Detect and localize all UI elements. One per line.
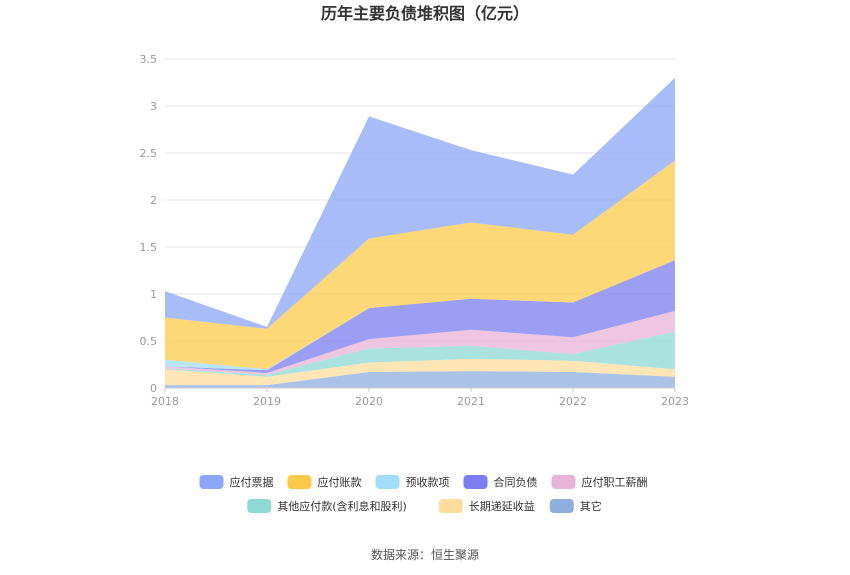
legend-item[interactable]: 应付票据 xyxy=(199,475,274,489)
legend-label: 应付职工薪酬 xyxy=(582,475,648,489)
legend-label: 应付票据 xyxy=(230,475,274,489)
legend-label: 其他应付款(含利息和股利) xyxy=(277,499,407,513)
x-tick-label: 2020 xyxy=(355,395,383,408)
legend-swatch xyxy=(199,475,224,489)
area-series-6 xyxy=(165,160,675,370)
y-tick-label: 1.5 xyxy=(140,241,158,254)
x-tick-label: 2023 xyxy=(661,395,689,408)
legend-item[interactable]: 长期递延收益 xyxy=(438,499,535,513)
legend-label: 合同负债 xyxy=(494,475,538,489)
y-tick-label: 0.5 xyxy=(140,335,158,348)
x-tick-label: 2021 xyxy=(457,395,485,408)
legend-swatch xyxy=(463,475,488,489)
legend-swatch xyxy=(375,475,400,489)
area-series-0 xyxy=(165,371,675,388)
legend-label: 预收款项 xyxy=(406,475,450,489)
area-series-1 xyxy=(165,358,675,386)
legend-item[interactable]: 应付职工薪酬 xyxy=(551,475,648,489)
legend-label: 应付账款 xyxy=(318,475,362,489)
area-series-7 xyxy=(165,77,675,329)
y-tick-label: 3 xyxy=(150,100,157,113)
y-tick-label: 0 xyxy=(150,382,157,395)
legend-item[interactable]: 应付账款 xyxy=(287,475,362,489)
y-tick-label: 2 xyxy=(150,194,157,207)
legend-swatch xyxy=(549,499,574,513)
legend-item[interactable]: 其它 xyxy=(549,499,602,513)
chart-title: 历年主要负债堆积图（亿元） xyxy=(321,4,529,23)
x-tick-label: 2018 xyxy=(151,395,179,408)
axes: 0 0.5 1 1.5 2 2.5 3 3.5 2018 2019 2020 2021 2022 2023 xyxy=(140,53,690,408)
legend-swatch xyxy=(247,499,272,513)
legend-item[interactable]: 其他应付款(含利息和股利) xyxy=(247,499,407,513)
legend-label: 长期递延收益 xyxy=(469,499,535,513)
legend-swatch xyxy=(438,499,463,513)
area-series-4 xyxy=(165,260,675,373)
legend-item[interactable]: 预收款项 xyxy=(375,475,450,489)
legend-swatch xyxy=(551,475,576,489)
y-tick-label: 2.5 xyxy=(140,147,158,160)
area-series-2 xyxy=(165,331,675,377)
area-series-3 xyxy=(165,310,675,375)
data-source: 数据来源：恒生聚源 xyxy=(371,547,479,562)
legend-label: 其它 xyxy=(580,499,602,513)
legend-swatch xyxy=(287,475,312,489)
y-tick-label: 3.5 xyxy=(140,53,158,66)
x-tick-label: 2019 xyxy=(253,395,281,408)
series-areas xyxy=(165,77,675,388)
legend-item[interactable]: 合同负债 xyxy=(463,475,538,489)
y-tick-label: 1 xyxy=(150,288,157,301)
x-tick-label: 2022 xyxy=(559,395,587,408)
